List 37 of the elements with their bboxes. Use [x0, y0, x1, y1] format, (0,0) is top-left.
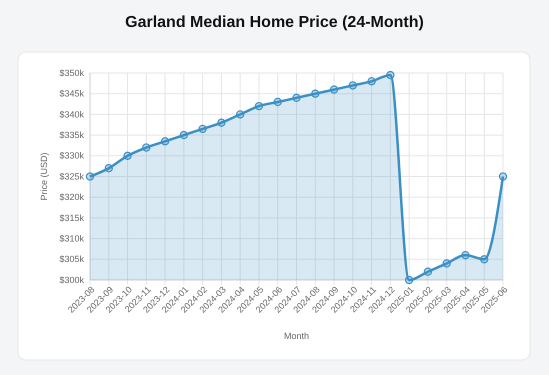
y-tick-label: $300k: [59, 274, 84, 285]
y-tick-label: $305k: [59, 254, 84, 264]
point: [142, 143, 150, 152]
y-tick-label: $325k: [59, 171, 84, 182]
point: [198, 124, 207, 134]
y-tick-label: $310k: [59, 233, 84, 244]
x-axis-title: Month: [284, 331, 310, 341]
point: [386, 70, 395, 80]
point: [236, 110, 244, 119]
point: [254, 102, 264, 110]
point: [180, 130, 188, 140]
y-tick-label: $330k: [59, 150, 84, 161]
point: [480, 255, 488, 264]
point: [292, 94, 301, 102]
chart-title: Garland Median Home Price (24-Month): [125, 14, 424, 31]
y-tick-label: $335k: [59, 130, 84, 140]
point: [367, 77, 376, 86]
point: [461, 251, 470, 260]
point: [86, 172, 94, 181]
point: [424, 268, 432, 276]
point: [330, 85, 338, 94]
point: [104, 164, 113, 172]
y-tick-label: $315k: [59, 212, 84, 223]
y-axis-title: Price (USD): [39, 152, 49, 201]
point: [217, 118, 226, 127]
point: [404, 276, 414, 284]
y-tick-label: $345k: [59, 88, 84, 99]
y-tick-label: $350k: [59, 68, 84, 78]
point: [498, 172, 508, 181]
point: [123, 152, 132, 160]
y-tick-label: $320k: [59, 192, 84, 202]
point: [442, 259, 451, 268]
point: [311, 90, 320, 98]
y-tick-label: $340k: [59, 109, 84, 120]
point: [160, 137, 170, 146]
point: [348, 81, 357, 90]
point: [274, 98, 282, 106]
